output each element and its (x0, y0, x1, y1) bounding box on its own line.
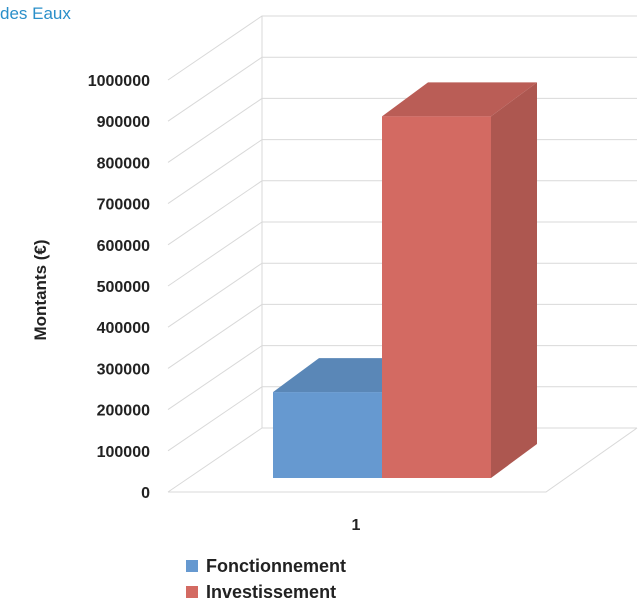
bar-front-face (273, 392, 382, 478)
y-axis-label: Montants (€) (31, 239, 50, 340)
x-category-label: 1 (352, 517, 361, 534)
bar-side-face (491, 82, 537, 478)
y-tick-label: 500000 (97, 279, 150, 296)
y-tick-label: 800000 (97, 155, 150, 172)
legend-label: Investissement (206, 581, 337, 602)
legend-item: Investissement (186, 579, 346, 605)
legend-label: Fonctionnement (206, 555, 346, 576)
legend: Fonctionnement Investissement (186, 553, 346, 605)
y-tick-label: 900000 (97, 114, 150, 131)
gridline (167, 56, 637, 122)
bars (273, 82, 537, 478)
bar (382, 82, 537, 478)
y-tick-label: 1000000 (88, 73, 150, 90)
bar-top-face (382, 82, 537, 117)
y-tick-labels: 0 100000 200000 300000 400000 500000 600000 700… (88, 73, 150, 502)
header-text: des Eaux (0, 4, 71, 23)
legend-swatch (186, 586, 198, 598)
legend-item: Fonctionnement (186, 553, 346, 579)
gridline (167, 15, 637, 81)
y-tick-label: 600000 (97, 238, 150, 255)
floor-outline (168, 427, 638, 493)
y-tick-label: 200000 (97, 403, 150, 420)
y-tick-label: 0 (141, 485, 150, 502)
y-tick-label: 300000 (97, 361, 150, 378)
legend-swatch (186, 560, 198, 572)
x-category-labels: 1 (352, 517, 361, 534)
y-tick-label: 100000 (97, 444, 150, 461)
bar-front-face (382, 116, 491, 478)
y-tick-label: 400000 (97, 320, 150, 337)
y-tick-label: 700000 (97, 197, 150, 214)
